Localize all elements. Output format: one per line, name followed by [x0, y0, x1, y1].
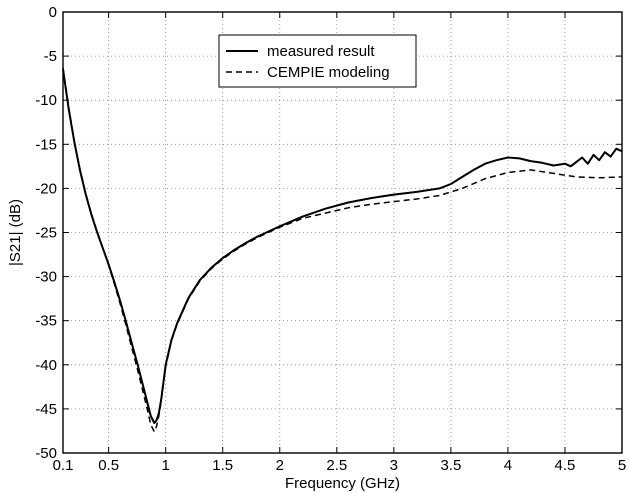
- y-tick-label: -35: [35, 313, 57, 330]
- x-tick-label: 4: [504, 457, 512, 474]
- legend: measured result CEMPIE modeling: [219, 35, 416, 87]
- x-tick-label: 3.5: [440, 457, 461, 474]
- y-tick-label: -25: [35, 225, 57, 242]
- y-tick-label: -5: [44, 48, 57, 65]
- x-tick-label: 2: [276, 457, 284, 474]
- x-tick-label: 1: [162, 457, 170, 474]
- y-tick-label: -30: [35, 269, 57, 286]
- y-axis-title: |S21| (dB): [7, 199, 24, 266]
- y-tick-label: -50: [35, 445, 57, 462]
- x-tick-label: 0.5: [98, 457, 119, 474]
- series-line-modeling: [63, 68, 622, 432]
- x-tick-labels: 0.1 0.5 1 1.5 2 2.5 3 3.5 4 4.5 5: [53, 457, 627, 474]
- series-line-measured: [63, 69, 622, 423]
- x-tick-label: 3: [390, 457, 398, 474]
- x-tick-label: 2.5: [326, 457, 347, 474]
- y-tick-label: -10: [35, 92, 57, 109]
- y-tick-label: -40: [35, 357, 57, 374]
- y-tick-label: 0: [49, 4, 57, 21]
- y-tick-label: -15: [35, 136, 57, 153]
- legend-label-measured: measured result: [267, 43, 375, 60]
- x-tick-label: 4.5: [555, 457, 576, 474]
- legend-label-modeling: CEMPIE modeling: [267, 64, 390, 81]
- y-tick-label: -20: [35, 180, 57, 197]
- series-layer: [63, 68, 622, 432]
- y-tick-labels: 0 -5 -10 -15 -20 -25 -30 -35 -40 -45 -50: [35, 4, 57, 462]
- x-tick-label: 5: [618, 457, 626, 474]
- x-axis-title: Frequency (GHz): [285, 475, 400, 492]
- y-tick-label: -45: [35, 401, 57, 418]
- x-tick-label: 1.5: [212, 457, 233, 474]
